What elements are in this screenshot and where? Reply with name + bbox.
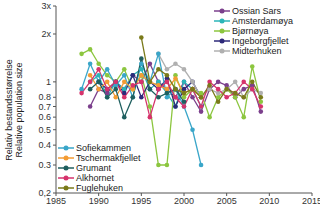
html-text:Sofiekammen: Sofiekammen — [76, 143, 131, 153]
html-text:Amsterdamøya: Amsterdamøya — [232, 16, 293, 26]
html-text:Tschermakfjellet: Tschermakfjellet — [76, 153, 141, 163]
svg-text:1985: 1985 — [46, 196, 66, 207]
svg-text:2000: 2000 — [174, 196, 194, 206]
svg-text:0.6: 0.6 — [38, 112, 51, 122]
html-text:Midterhuken: Midterhuken — [232, 46, 282, 56]
svg-text:0.7: 0.7 — [38, 102, 51, 112]
svg-text:0.5: 0.5 — [38, 125, 51, 135]
html-text:Bjørnøya: Bjørnøya — [232, 26, 269, 36]
svg-text:2015: 2015 — [302, 196, 312, 206]
html-text:Alkhornet: Alkhornet — [76, 173, 114, 183]
html-text:Ossian Sars: Ossian Sars — [232, 6, 281, 16]
html-text:Ingeborgfjellet: Ingeborgfjellet — [232, 36, 289, 46]
html-text:Relativ bestandsstørrelse: Relativ bestandsstørrelse — [4, 59, 14, 161]
svg-text:2005: 2005 — [217, 196, 237, 206]
html-text:Relative population size: Relative population size — [14, 62, 24, 158]
svg-text:0.8: 0.8 — [38, 92, 51, 102]
html-text:Fuglehuken: Fuglehuken — [76, 183, 123, 193]
svg-text:1: 1 — [46, 77, 51, 87]
html-text:Grumant: Grumant — [76, 163, 111, 173]
svg-text:0.4: 0.4 — [38, 140, 51, 150]
svg-text:0,2: 0,2 — [38, 188, 51, 198]
svg-text:1995: 1995 — [131, 196, 151, 206]
svg-text:2010: 2010 — [259, 196, 279, 206]
svg-text:1990: 1990 — [89, 196, 109, 206]
svg-text:3x: 3x — [41, 1, 51, 11]
svg-text:2x: 2x — [41, 29, 51, 39]
svg-text:0.3: 0.3 — [38, 160, 51, 170]
